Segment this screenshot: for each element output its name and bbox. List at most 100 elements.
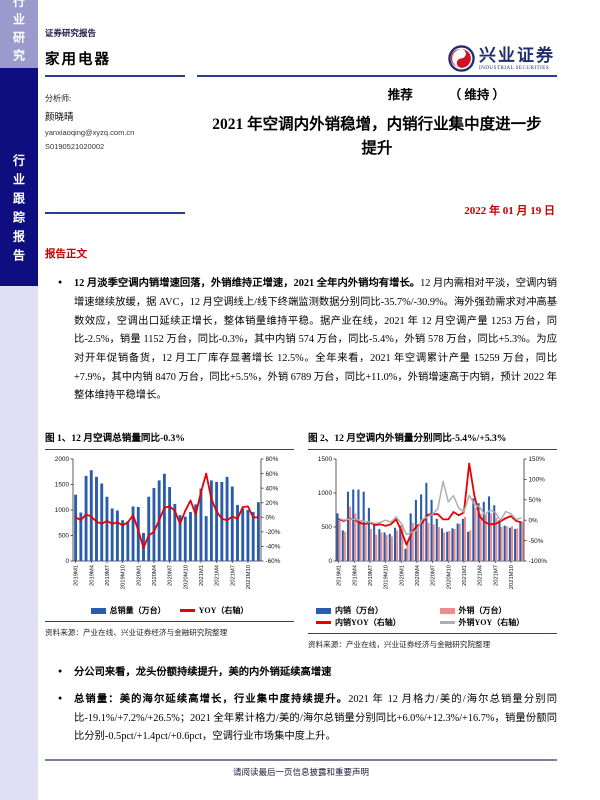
svg-text:2020M1: 2020M1 (399, 565, 405, 586)
legend-label: 内销YOY（右轴） (334, 618, 401, 628)
title-column: 推荐 （ 维持 ） 2021 年空调内外销稳增，内销行业集中度进一步提升 202… (197, 77, 557, 218)
analyst-label: 分析师: (45, 94, 72, 103)
svg-text:2020M1: 2020M1 (136, 565, 142, 586)
legend-label: 外销（万台） (458, 606, 507, 616)
svg-text:2019M10: 2019M10 (384, 565, 390, 589)
main-content: 证券研究报告 家用电器 兴业证券 INDUSTRIAL SECURITIES (38, 0, 600, 800)
analyst-name: 颜晓晴 (45, 113, 74, 123)
svg-text:2019M1: 2019M1 (337, 565, 343, 586)
svg-text:2020M7: 2020M7 (431, 565, 437, 586)
legend-label: YOY（右轴） (198, 606, 249, 616)
figures-row: 图 1、12 月空调总销量同比-0.3% 0 500 1000 1500 2000 80%… (45, 430, 557, 650)
legend-item: 总销量（万台） (90, 605, 166, 616)
svg-text:0: 0 (65, 558, 69, 565)
svg-text:0%: 0% (529, 518, 539, 525)
brand-name-cn: 兴业证券 (479, 45, 555, 65)
svg-text:2000: 2000 (55, 456, 70, 463)
figure-domestic-export: 图 2、12 月空调内外销量分别同比-5.4%/+5.3% 0 500 1000 15… (308, 430, 557, 650)
legend-item: 内销YOY（右轴） (315, 617, 426, 628)
legend-item: 内销（万台） (315, 605, 426, 616)
svg-text:2020M4: 2020M4 (415, 564, 421, 586)
svg-text:80%: 80% (266, 456, 279, 463)
svg-text:2021M1: 2021M1 (462, 565, 468, 586)
brand-logo: 兴业证券 INDUSTRIAL SECURITIES (448, 45, 555, 72)
legend-label: 内销（万台） (334, 606, 383, 616)
svg-text:0%: 0% (266, 515, 276, 522)
svg-text:1500: 1500 (318, 456, 333, 463)
section-label: 报告正文 (45, 249, 87, 261)
svg-text:1000: 1000 (55, 507, 70, 514)
sidebar-report-type-box: 行业跟踪报告 (0, 68, 38, 286)
legend-line-swatch (439, 621, 455, 624)
page-header: 证券研究报告 家用电器 兴业证券 INDUSTRIAL SECURITIES (45, 27, 557, 77)
legend-bar-swatch (315, 607, 331, 614)
domestic-export-chart: 0 500 1000 1500 150% 100% 50% 0% -50% -100% 2019M1… (318, 456, 548, 589)
rating-value: 推荐 (387, 88, 413, 102)
legend-line-swatch (315, 621, 331, 624)
header-right: 兴业证券 INDUSTRIAL SECURITIES (197, 27, 557, 77)
legend-item: 外销（万台） (439, 605, 550, 616)
svg-text:2020M10: 2020M10 (446, 565, 452, 589)
sidebar-report-type-label: 行业跟踪报告 (11, 154, 26, 268)
legend-item: YOY（右轴） (179, 605, 249, 616)
svg-text:50%: 50% (529, 497, 542, 504)
analyst-email: yanxiaoqing@xyzq.com.cn (45, 128, 135, 137)
svg-text:2019M1: 2019M1 (74, 565, 80, 586)
svg-text:2019M7: 2019M7 (105, 565, 111, 586)
rating-status: （ 维持 ） (448, 88, 505, 102)
report-date: 2022 年 01 月 19 日 (464, 205, 555, 218)
svg-text:2019M10: 2019M10 (121, 565, 127, 589)
header-left: 证券研究报告 家用电器 (45, 27, 185, 77)
svg-text:150%: 150% (529, 456, 546, 463)
brand-text: 兴业证券 INDUSTRIAL SECURITIES (479, 47, 555, 71)
svg-text:2019M7: 2019M7 (368, 565, 374, 586)
svg-text:2021M1: 2021M1 (199, 565, 205, 586)
svg-text:500: 500 (58, 533, 69, 540)
total-sales-chart: 0 500 1000 1500 2000 80% 60% 40% 20% 0% -20% -40% -6… (55, 456, 281, 589)
summary-bullets: 12 月淡季空调内销增速回落，外销维持正增速，2021 全年内外销均有增长。12… (45, 275, 557, 406)
figure-source: 资料来源：产业在线，兴业证券经济与金融研究院整理 (308, 633, 557, 650)
analyst-license: S0190521020002 (45, 142, 105, 151)
analyst-block: 分析师: 颜晓晴 yanxiaoqing@xyzq.com.cn S019052… (45, 77, 185, 214)
svg-text:60%: 60% (266, 471, 279, 478)
svg-text:-40%: -40% (266, 544, 281, 551)
svg-text:1500: 1500 (55, 482, 70, 489)
svg-text:2021M7: 2021M7 (230, 565, 236, 586)
legend-item: 外销YOY（右轴） (439, 617, 550, 628)
figure-total-sales: 图 1、12 月空调总销量同比-0.3% 0 500 1000 1500 2000 80%… (45, 430, 294, 650)
info-row: 分析师: 颜晓晴 yanxiaoqing@xyzq.com.cn S019052… (45, 77, 557, 218)
svg-text:-50%: -50% (529, 538, 544, 545)
page-title: 2021 年空调内外销稳增，内销行业集中度进一步提升 (212, 116, 542, 158)
svg-text:-20%: -20% (266, 529, 281, 536)
figure-title: 图 2、12 月空调内外销量分别同比-5.4%/+5.3% (308, 430, 557, 451)
bullet-lead: 12 月淡季空调内销增速回落，外销维持正增速，2021 全年内外销均有增长。 (74, 278, 421, 290)
legend-bar-swatch (90, 607, 106, 614)
svg-text:2020M10: 2020M10 (183, 565, 189, 589)
svg-text:500: 500 (321, 524, 332, 531)
chart-legend: 内销（万台） 外销（万台） 内销YOY（右轴） 外销YOY（右轴） (308, 605, 557, 628)
brand-swirl-icon (448, 45, 475, 72)
svg-text:2020M7: 2020M7 (168, 565, 174, 586)
svg-text:2021M10: 2021M10 (509, 565, 515, 589)
svg-text:100%: 100% (529, 477, 546, 484)
svg-text:2021M4: 2021M4 (215, 564, 221, 586)
legend-label: 外销YOY（右轴） (458, 618, 525, 628)
svg-text:2021M7: 2021M7 (493, 565, 499, 586)
svg-text:40%: 40% (266, 486, 279, 493)
bullet-item: 12 月淡季空调内销增速回落，外销维持正增速，2021 全年内外销均有增长。12… (45, 275, 557, 406)
figure-source: 资料来源：产业在线、兴业证券经济与金融研究院整理 (45, 621, 294, 638)
svg-text:2021M10: 2021M10 (246, 565, 252, 589)
company-bullets: 分公司来看，龙头份额持续提升，美的内外销延续高增速 总销量：美的海尔延续高增长，… (45, 664, 557, 747)
legend-label: 总销量（万台） (109, 606, 166, 616)
bullet-rest: 12 月内需相对平淡，空调内销增速继续放缓，据 AVC，12 月空调线上/线下终… (74, 278, 557, 402)
bullet-lead: 总销量：美的海尔延续高增长，行业集中度持续提升。 (74, 693, 349, 705)
bullet-item: 总销量：美的海尔延续高增长，行业集中度持续提升。2021 年 12 月格力/美的… (45, 691, 557, 747)
svg-text:2019M4: 2019M4 (89, 564, 95, 586)
report-type-label: 证券研究报告 (45, 28, 97, 38)
svg-text:2020M4: 2020M4 (152, 564, 158, 586)
sidebar-category-box: 行业研究 (0, 0, 38, 68)
svg-text:20%: 20% (266, 500, 279, 507)
svg-text:2021M4: 2021M4 (478, 564, 484, 586)
svg-text:-60%: -60% (266, 558, 281, 565)
